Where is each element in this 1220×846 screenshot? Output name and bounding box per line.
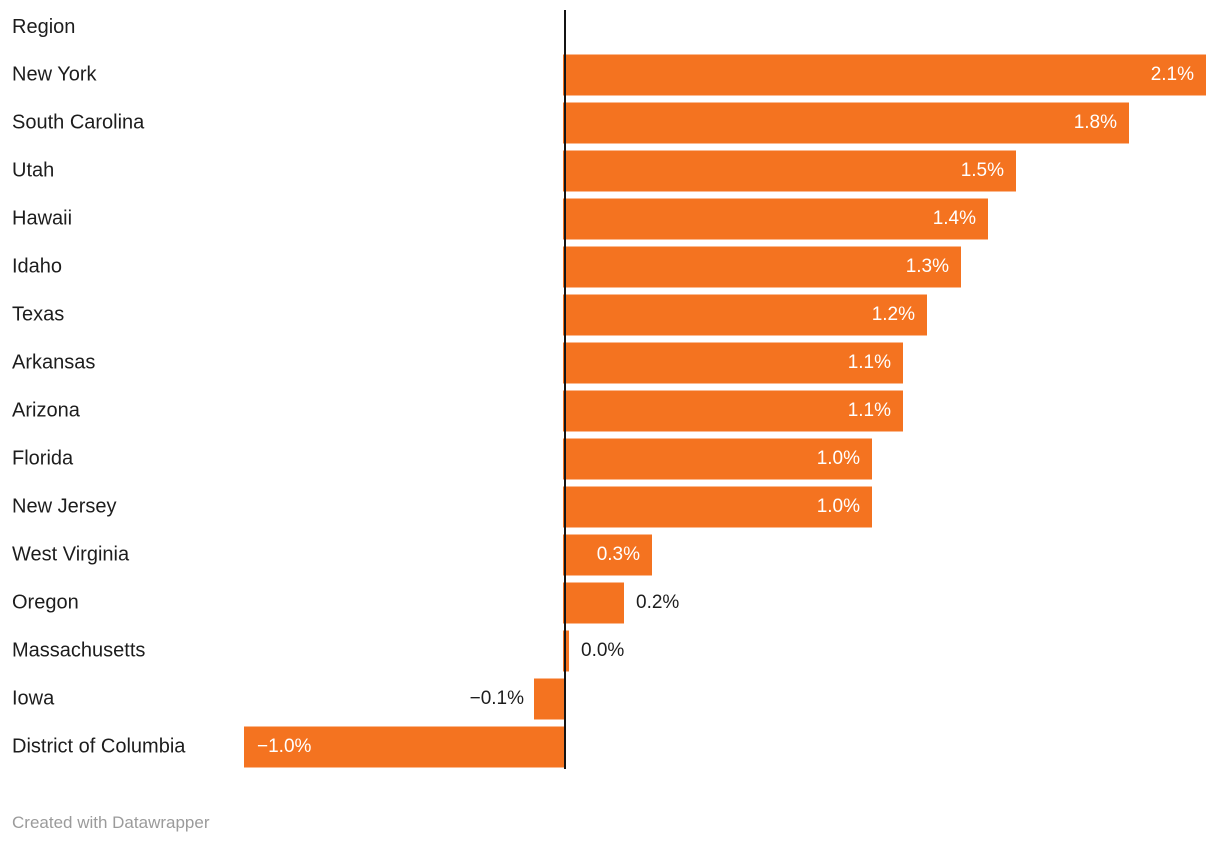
bar bbox=[563, 198, 988, 240]
row-label: Utah bbox=[12, 159, 55, 182]
datawrapper-attribution-link[interactable]: Created with Datawrapper bbox=[12, 813, 210, 832]
bar-value-label: 1.8% bbox=[1073, 112, 1117, 133]
row-label: Arizona bbox=[12, 399, 80, 422]
bar bbox=[563, 54, 1206, 96]
bar bbox=[563, 246, 961, 288]
row-label: South Carolina bbox=[12, 111, 145, 134]
bar bbox=[563, 150, 1016, 192]
row-label: District of Columbia bbox=[12, 735, 186, 758]
bar bbox=[534, 678, 565, 720]
bar bbox=[563, 582, 624, 624]
bar bbox=[244, 726, 565, 768]
bar-value-label: 1.3% bbox=[905, 256, 949, 277]
row-label: New Jersey bbox=[12, 495, 117, 518]
row-label: Arkansas bbox=[12, 351, 96, 374]
bar bbox=[563, 342, 903, 384]
bar-value-label: 0.2% bbox=[636, 592, 680, 613]
bar bbox=[563, 630, 569, 672]
bar-value-label: 1.2% bbox=[871, 304, 915, 325]
bar bbox=[563, 390, 903, 432]
bar-value-label: 1.5% bbox=[960, 160, 1004, 181]
bar-value-label: 2.1% bbox=[1150, 64, 1194, 85]
bar bbox=[563, 486, 872, 528]
bar bbox=[563, 438, 872, 480]
bar-value-label: 1.1% bbox=[847, 352, 891, 373]
row-label: Idaho bbox=[12, 255, 63, 278]
bar-value-label: 1.0% bbox=[816, 448, 860, 469]
bar-value-label: 1.0% bbox=[816, 496, 860, 517]
row-label: Texas bbox=[12, 303, 65, 326]
bar-value-label: 1.1% bbox=[847, 400, 891, 421]
row-label: Hawaii bbox=[12, 207, 73, 230]
column-header-region: Region bbox=[12, 16, 76, 38]
bar-value-label: 0.0% bbox=[581, 640, 625, 661]
bar-value-label: 1.4% bbox=[932, 208, 976, 229]
bar-value-label: 0.3% bbox=[596, 544, 640, 565]
row-label: Florida bbox=[12, 447, 74, 470]
bar bbox=[563, 102, 1129, 144]
row-label: New York bbox=[12, 63, 97, 86]
row-label: Iowa bbox=[12, 687, 55, 710]
zero-baseline-axis bbox=[564, 10, 566, 769]
bar bbox=[563, 294, 927, 336]
bar-value-label: −1.0% bbox=[257, 736, 312, 757]
bar-value-label: −0.1% bbox=[469, 688, 524, 709]
bar bbox=[563, 534, 652, 576]
row-label: Oregon bbox=[12, 591, 79, 614]
row-label: Massachusetts bbox=[12, 639, 146, 662]
row-label: West Virginia bbox=[12, 543, 130, 566]
